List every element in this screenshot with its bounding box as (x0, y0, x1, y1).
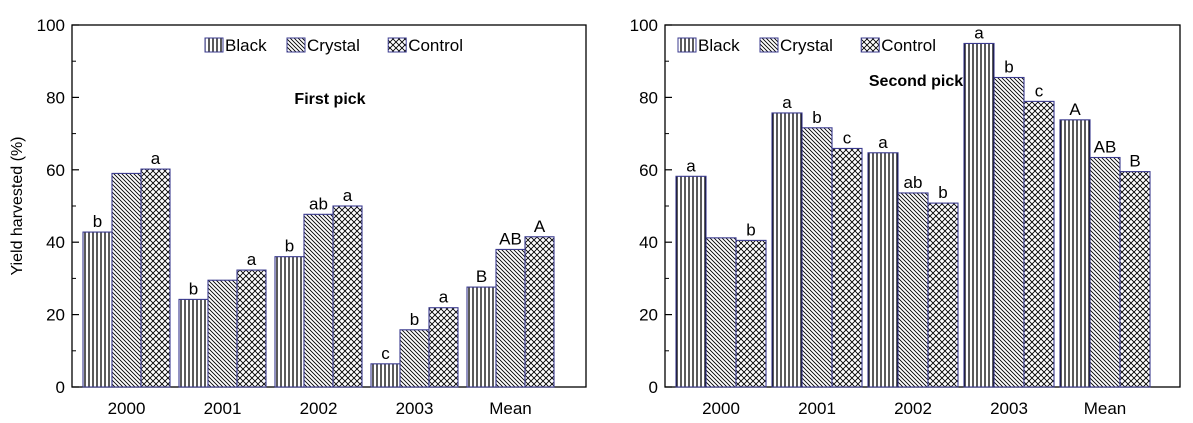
chart-panel-first-pick: 0 20 40 60 80 100 Yield harvested (%) b a 2000 b a 2… (9, 16, 587, 418)
bar-crystal (495, 248, 526, 388)
bar-control (831, 147, 863, 388)
legend-swatch-control (860, 37, 880, 53)
bar-crystal (399, 329, 430, 388)
significance-label: b (189, 279, 198, 298)
significance-label: b (938, 183, 947, 202)
bar-crystal (303, 213, 334, 388)
bar-black (771, 112, 803, 388)
bar-black (466, 286, 497, 388)
bar-black (1059, 119, 1091, 388)
bar-control (927, 202, 959, 388)
x-tick-label: 2000 (702, 399, 740, 418)
bar-control (236, 269, 267, 388)
significance-label: c (1035, 81, 1044, 100)
bar-crystal (993, 76, 1025, 388)
bar-control (735, 239, 767, 388)
significance-label: a (974, 23, 984, 42)
bar-control (1023, 100, 1055, 388)
bar-control (524, 236, 555, 388)
significance-label: a (878, 133, 888, 152)
x-tick-label: 2001 (798, 399, 836, 418)
y-tick-label: 80 (46, 88, 65, 107)
legend-label-control: Control (408, 36, 463, 55)
chart-panel-second-pick: 020406080100ab2000abc2001aabb2002abc2003… (630, 16, 1181, 418)
y-tick-label: 100 (37, 16, 65, 35)
significance-label: b (93, 212, 102, 231)
y-tick-label: 0 (56, 378, 65, 397)
x-tick-label: 2002 (300, 399, 338, 418)
x-tick-label: 2002 (894, 399, 932, 418)
significance-label: AB (499, 229, 522, 248)
y-tick-label: 0 (649, 378, 658, 397)
significance-label: b (410, 310, 419, 329)
significance-label: a (247, 250, 257, 269)
bar-black (370, 363, 401, 388)
bar-crystal (705, 237, 737, 388)
bar-control (332, 205, 363, 388)
legend-label-black: Black (225, 36, 267, 55)
y-tick-label: 20 (639, 306, 658, 325)
significance-label: ab (904, 173, 923, 192)
x-tick-label: 2003 (990, 399, 1028, 418)
y-tick-label: 40 (46, 233, 65, 252)
bar-control (428, 307, 459, 388)
legend-swatch-control (387, 37, 407, 53)
x-tick-label: 2000 (108, 399, 146, 418)
significance-label: a (782, 93, 792, 112)
chart-title: Second pick (869, 73, 963, 90)
significance-label: b (1004, 57, 1013, 76)
significance-label: AB (1094, 137, 1117, 156)
bar-crystal (207, 279, 238, 388)
y-tick-label: 40 (639, 233, 658, 252)
significance-label: a (343, 186, 353, 205)
significance-label: b (746, 220, 755, 239)
y-axis-label: Yield harvested (%) (9, 136, 26, 275)
y-tick-label: 20 (46, 306, 65, 325)
significance-label: a (439, 288, 449, 307)
significance-label: a (151, 149, 161, 168)
bar-black (867, 152, 899, 388)
legend-swatch-crystal (759, 37, 779, 53)
y-tick-label: 60 (46, 161, 65, 180)
legend-label-control: Control (881, 36, 936, 55)
significance-label: b (812, 108, 821, 127)
y-tick-label: 60 (639, 161, 658, 180)
x-tick-label: 2003 (396, 399, 434, 418)
significance-label: b (285, 237, 294, 256)
bar-black (82, 231, 113, 388)
bar-control (140, 168, 171, 388)
significance-label: ab (309, 194, 328, 213)
bar-crystal (1089, 156, 1121, 388)
legend-label-crystal: Crystal (307, 36, 360, 55)
bar-crystal (801, 127, 833, 388)
bar-black (178, 298, 209, 388)
y-tick-label: 100 (630, 16, 658, 35)
legend-label-black: Black (698, 36, 740, 55)
bar-crystal (111, 172, 142, 388)
bar-black (274, 256, 305, 388)
bar-control (1119, 171, 1151, 388)
y-tick-label: 80 (639, 88, 658, 107)
significance-label: c (843, 128, 852, 147)
bar-black (675, 175, 707, 388)
legend-label-crystal: Crystal (780, 36, 833, 55)
x-tick-label: Mean (1084, 399, 1127, 418)
bar-crystal (897, 192, 929, 388)
x-tick-label: 2001 (204, 399, 242, 418)
bar-black (963, 42, 995, 388)
chart-title: First pick (294, 91, 365, 108)
significance-label: B (476, 267, 487, 286)
significance-label: c (381, 344, 390, 363)
significance-label: A (1069, 100, 1081, 119)
significance-label: A (534, 217, 546, 236)
significance-label: B (1129, 152, 1140, 171)
legend-swatch-black (204, 37, 224, 53)
significance-label: a (686, 156, 696, 175)
legend-swatch-crystal (286, 37, 306, 53)
x-tick-label: Mean (489, 399, 532, 418)
legend-swatch-black (677, 37, 697, 53)
